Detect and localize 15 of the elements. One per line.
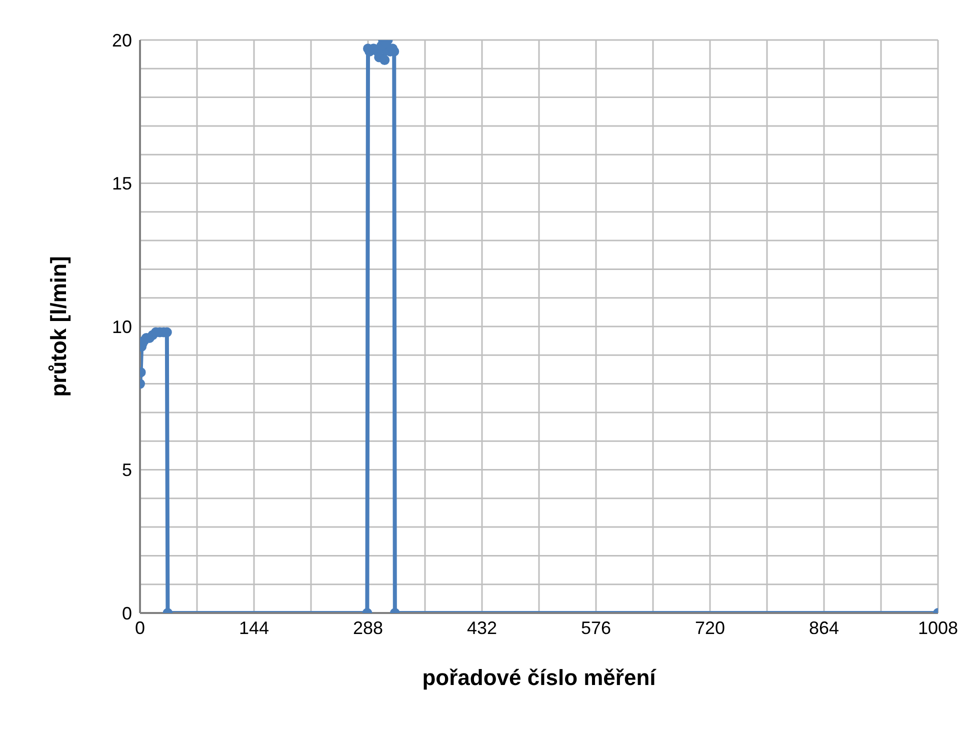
y-tick-label: 15 xyxy=(112,174,132,194)
x-tick-label: 144 xyxy=(238,618,270,638)
x-axis-title: pořadové číslo měření xyxy=(422,665,657,690)
x-tick-label: 432 xyxy=(466,618,498,638)
x-tick-label: 1008 xyxy=(918,618,958,638)
x-tick-label: 0 xyxy=(134,618,146,638)
y-tick-label: 0 xyxy=(122,603,132,624)
x-tick-label: 864 xyxy=(808,618,840,638)
x-tick-label: 576 xyxy=(580,618,612,638)
y-tick-label: 10 xyxy=(112,316,132,337)
y-tick-label: 20 xyxy=(112,30,132,50)
y-axis-title: průtok [l/min] xyxy=(46,256,71,397)
x-tick-label: 288 xyxy=(352,618,384,638)
x-tick-label: 720 xyxy=(694,618,726,638)
y-tick-label: 5 xyxy=(122,460,132,480)
